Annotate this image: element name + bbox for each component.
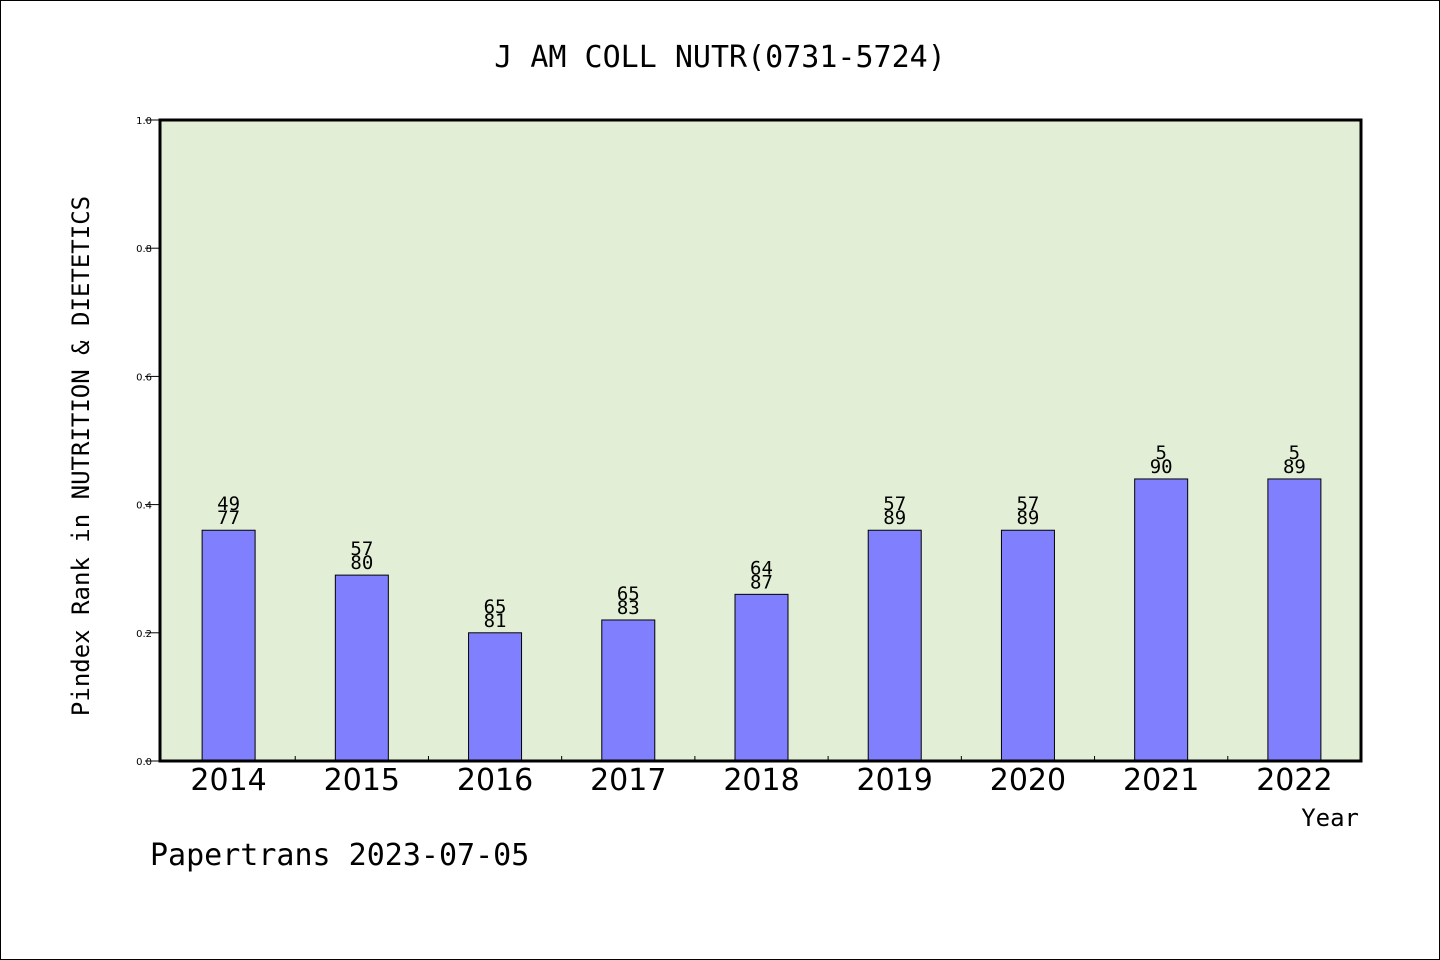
bar-2016 — [468, 632, 523, 762]
total-label-2022: 89 — [1283, 456, 1306, 478]
y-tick-label-1.0: 1.0 — [136, 116, 152, 127]
y-tick-label-0.4: 0.4 — [136, 501, 152, 512]
bar-2015 — [334, 574, 389, 762]
x-tick-label-2020: 2020 — [990, 763, 1066, 798]
rank-label-2021: 5 — [1155, 442, 1166, 464]
footer-credit: Papertrans 2023-07-05 — [150, 838, 529, 873]
bar-2014 — [201, 529, 256, 762]
x-tick-label-2018: 2018 — [723, 763, 799, 798]
x-tick-label-2021: 2021 — [1123, 763, 1199, 798]
y-tick-label-0.8: 0.8 — [136, 244, 152, 255]
y-tick-label-0.2: 0.2 — [136, 629, 152, 640]
bar-2018 — [734, 593, 789, 762]
total-label-2019: 89 — [883, 507, 906, 529]
x-tick-label-2015: 2015 — [324, 763, 400, 798]
total-label-2018: 87 — [750, 571, 773, 593]
bar-2019 — [867, 529, 922, 762]
y-tick-label-0.6: 0.6 — [136, 372, 152, 383]
rank-label-2016: 65 — [484, 596, 507, 618]
y-axis: 0.0 0.2 0.4 0.6 0.8 1.0 — [136, 116, 160, 768]
rank-label-2019: 57 — [883, 493, 906, 515]
chart-title: J AM COLL NUTR(0731-5724) — [494, 40, 946, 75]
x-tick-label-2019: 2019 — [857, 763, 933, 798]
total-label-2021: 90 — [1150, 456, 1173, 478]
x-axis: 2014 2015 2016 2017 2018 2019 2020 2021 2022 — [190, 756, 1333, 798]
rank-label-2020: 57 — [1016, 493, 1039, 515]
total-label-2017: 83 — [617, 597, 640, 619]
x-tick-label-2022: 2022 — [1256, 763, 1332, 798]
y-axis-label: Pindex Rank in NUTRITION & DIETETICS — [67, 196, 95, 716]
rank-label-2022: 5 — [1289, 442, 1300, 464]
rank-label-2017: 65 — [617, 583, 640, 605]
bar-2022 — [1267, 478, 1322, 762]
x-tick-label-2014: 2014 — [190, 763, 266, 798]
bar-2021 — [1134, 478, 1189, 762]
total-label-2016: 81 — [484, 610, 507, 632]
x-tick-label-2017: 2017 — [590, 763, 666, 798]
x-tick-label-2016: 2016 — [457, 763, 533, 798]
x-axis-label: Year — [1301, 804, 1359, 832]
bar-2020 — [1000, 529, 1055, 762]
total-label-2014: 77 — [217, 507, 240, 529]
plot-border — [158, 118, 1363, 763]
bars-layer — [201, 478, 1322, 762]
rank-label-2015: 57 — [350, 538, 373, 560]
bar-2017 — [601, 619, 656, 762]
rank-label-2014: 49 — [217, 493, 240, 515]
total-label-2015: 80 — [350, 552, 373, 574]
y-tick-label-0.0: 0.0 — [136, 757, 152, 768]
rank-label-2018: 64 — [750, 557, 773, 579]
total-label-2020: 89 — [1016, 507, 1039, 529]
